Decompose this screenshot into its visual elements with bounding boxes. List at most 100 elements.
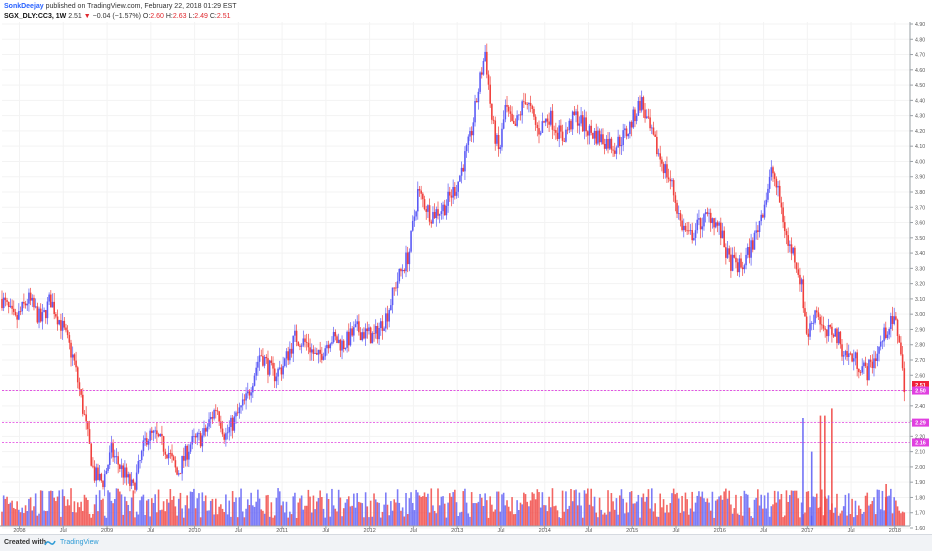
volume-bar [65,505,67,526]
time-tick-label: 2010 [188,528,200,534]
volume-bar [176,515,178,526]
candle-body [581,115,584,132]
candle-body [881,341,884,343]
time-tick-label: Jul [147,528,154,534]
volume-bar [253,506,256,526]
candle-body [9,305,12,308]
volume-bar [122,514,125,526]
volume-bar [896,506,899,526]
volume-bar [188,508,190,526]
volume-bar [125,501,128,526]
volume-bar [593,496,596,526]
price-tick-label: 4.10 [915,144,925,150]
candle-body [435,209,438,219]
volume-bar [226,514,229,526]
volume-bar [703,498,705,526]
volume-bar [66,499,69,526]
candle-body [598,130,601,143]
candle-body [125,467,128,478]
volume-bar [408,498,411,526]
candle-body [250,392,252,396]
candle-body [11,305,13,309]
candle-body [400,268,402,272]
candle-body [199,433,202,447]
candle-body [319,349,321,354]
tradingview-logo-icon[interactable] [44,539,56,547]
candle-body [454,187,456,196]
candle-body [236,412,239,414]
candle-body [289,348,291,361]
candle-body [60,320,62,331]
volume-bar [588,504,591,526]
candle-body [38,308,40,323]
volume-bar [144,514,146,526]
tradingview-link[interactable]: TradingView [60,539,99,546]
candle-body [6,300,8,302]
volume-bar [82,510,84,526]
candle-body [211,417,214,419]
volume-bar [393,499,396,526]
price-tick-label: 3.80 [915,190,925,196]
candle-body [213,409,215,419]
volume-bar [602,514,604,526]
volume-bar [881,490,884,526]
symbol-name[interactable]: SGX_DLY:CC3, 1W [4,13,67,20]
author-link[interactable]: SonkDeejay [4,3,44,10]
candle-body [324,348,327,357]
candle-body [139,460,141,462]
candle-body [708,212,710,214]
candle-body [677,213,680,214]
volume-bar [672,488,675,526]
candle-body [157,434,160,437]
candle-body [95,467,98,481]
candle-body [487,74,490,85]
candle-body [770,167,773,177]
volume-bar [751,517,754,526]
candle-body [82,394,84,414]
candle-body [252,385,254,393]
candle-body [334,331,337,337]
price-axis[interactable]: 1.601.701.801.902.002.102.202.302.402.50… [910,22,925,532]
candle-body [898,336,901,343]
volume-bar [750,516,752,526]
volume-bar [21,507,24,526]
candle-body [460,167,463,176]
candle-body [672,180,675,196]
candle-body [782,207,784,223]
volume-bar [645,496,648,526]
candle-body [765,199,768,205]
price-label-text: 2.50 [915,389,926,395]
volume-bar [553,506,555,526]
candle-body [235,412,237,417]
time-axis[interactable]: 2008 Jul 2009 Jul 2010 Jul 2011 Jul 2012 Jul 2013 J… [13,526,901,534]
candle-body [718,222,720,226]
candle-body [501,128,503,148]
volume-bar [292,496,295,526]
candle-body [679,213,682,221]
candle-body [4,297,7,301]
candle-body [629,121,631,134]
price-chart[interactable]: 1.601.701.801.902.002.102.202.302.402.50… [0,0,932,534]
candle-body [214,409,217,411]
horizontal-lines[interactable] [2,390,910,443]
volume-bar [395,502,397,526]
candle-body [295,330,298,342]
volume-bar [682,511,685,526]
candle-body [405,252,407,272]
volume-bar [842,506,845,526]
candle-body [462,167,465,172]
volume-bar [841,510,843,526]
volume-bar [258,498,261,526]
candle-body [194,435,197,438]
candle-body [427,205,429,212]
volume-bar [741,515,744,526]
volume-bar [480,497,483,526]
candle-body [805,316,808,334]
volume-bar [183,517,185,526]
volume-bar [874,514,877,526]
price-label-text: 2.16 [915,440,926,446]
volume-bar [676,492,678,526]
candle-body [595,130,598,144]
volume-bar [53,497,55,526]
candle-body [201,435,204,447]
